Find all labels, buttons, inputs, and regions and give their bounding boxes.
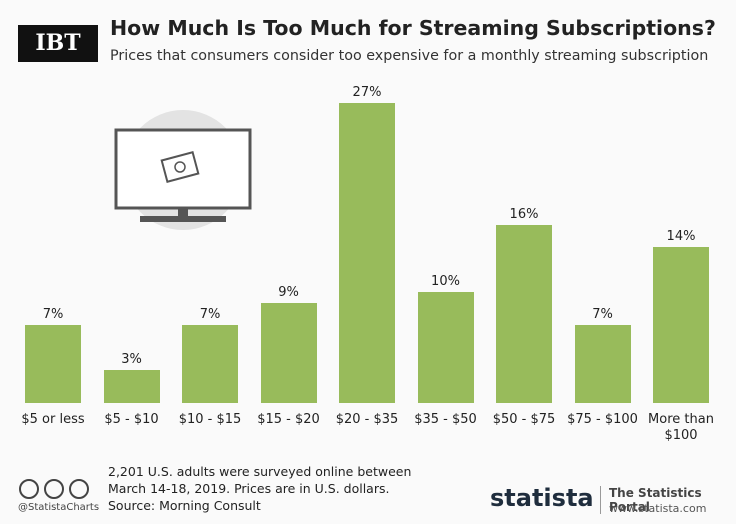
- note-line: March 14-18, 2019. Prices are in U.S. do…: [108, 481, 390, 496]
- chart-title: How Much Is Too Much for Streaming Subsc…: [110, 16, 716, 40]
- bar-chart: 7% $5 or less 3% $5 - $10 7% $10 - $15 9% $15 -…: [21, 85, 714, 443]
- note-line: 2,201 U.S. adults were surveyed online b…: [108, 464, 412, 479]
- x-tick-label: $35 - $50: [414, 412, 477, 427]
- value-label: 7%: [199, 307, 221, 323]
- x-tick-label: $75 - $100: [567, 412, 638, 427]
- x-tick-label: $50 - $75: [492, 412, 556, 427]
- bar: [496, 225, 552, 403]
- source: Source: Morning Consult: [108, 498, 261, 513]
- brand: statista: [490, 484, 594, 512]
- url: www.statista.com: [609, 502, 707, 515]
- credit: @StatistaCharts: [18, 502, 100, 513]
- x-tick-label: $5 - $10: [104, 412, 159, 427]
- bar: [339, 103, 395, 403]
- x-tick-label: $20 - $35: [335, 412, 399, 427]
- logo: IBT: [18, 25, 98, 62]
- bar: [417, 291, 474, 403]
- value-label: 14%: [666, 229, 696, 245]
- value-label: 16%: [509, 207, 539, 223]
- x-tick-label: $10 - $15: [178, 412, 242, 427]
- tagline: The Statistics Portal: [609, 486, 702, 514]
- value-label: 9%: [278, 285, 299, 300]
- bar: [182, 325, 238, 403]
- bar: [260, 303, 317, 403]
- bar: [25, 325, 81, 403]
- tv-icon: [114, 110, 252, 230]
- value-label: 3%: [121, 351, 142, 367]
- note: 2,201 U.S. adults were surveyed online b…: [108, 463, 411, 514]
- bar: [574, 325, 631, 403]
- value-label: 27%: [352, 85, 382, 100]
- x-tick-label: $15 - $20: [257, 412, 320, 427]
- value-label: 7%: [592, 307, 613, 323]
- value-label: 7%: [42, 307, 64, 323]
- value-label: 10%: [431, 273, 460, 289]
- divider: [600, 486, 601, 514]
- x-tick-label: More than $100: [648, 412, 714, 443]
- license-icons: [19, 479, 89, 499]
- chart-subtitle: Prices that consumers consider too expen…: [110, 48, 709, 64]
- x-tick-label: $5 or less: [21, 412, 85, 427]
- bar: [103, 369, 160, 403]
- bar: [653, 247, 709, 403]
